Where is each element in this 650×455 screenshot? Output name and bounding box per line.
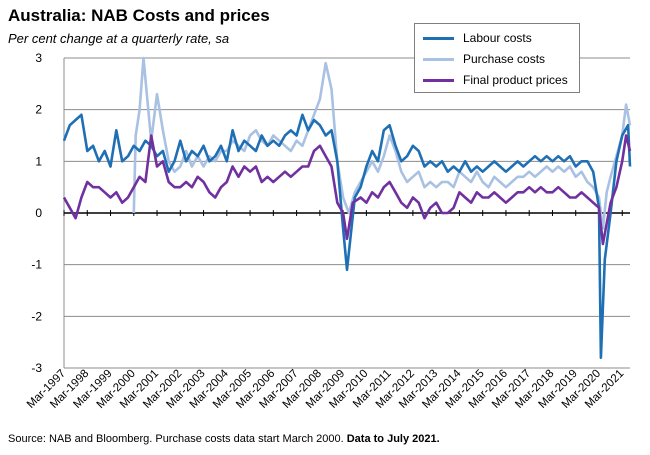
series-line-final-product-prices: [62, 134, 632, 246]
legend-label-purchase: Purchase costs: [463, 52, 546, 66]
gridlines: [64, 57, 630, 369]
y-tick-label: -1: [31, 258, 42, 272]
y-tick-label: -3: [31, 361, 42, 375]
legend: Labour costs Purchase costs Final produc…: [414, 23, 580, 93]
legend-swatch-final: [423, 78, 454, 82]
x-axis: Mar-1997Mar-1998Mar-1999Mar-2000Mar-2001…: [25, 210, 630, 411]
source-data-date: Data to July 2021.: [346, 433, 440, 445]
y-tick-label: 0: [35, 206, 42, 220]
series-lines: [62, 56, 632, 359]
series-line-labour-costs: [62, 113, 632, 359]
y-tick-label: 2: [35, 103, 42, 117]
chart-subtitle: Per cent change at a quarterly rate, sa: [8, 31, 230, 46]
y-axis: -3 -2 -1 0 1 2 3: [31, 51, 65, 375]
legend-label-labour: Labour costs: [463, 31, 532, 45]
legend-label-final: Final product prices: [463, 73, 568, 87]
source-text: Source: NAB and Bloomberg. Purchase cost…: [8, 433, 344, 445]
source-note: Source: NAB and Bloomberg. Purchase cost…: [8, 433, 440, 445]
y-tick-label: 1: [35, 154, 42, 168]
legend-item-purchase: Purchase costs: [423, 50, 545, 68]
legend-swatch-labour: [423, 36, 454, 40]
y-tick-label: -2: [31, 309, 42, 323]
chart-title: Australia: NAB Costs and prices: [8, 6, 270, 25]
legend-item-labour: Labour costs: [423, 29, 532, 47]
y-tick-label: 3: [35, 51, 42, 65]
legend-item-final: Final product prices: [423, 71, 568, 89]
legend-swatch-purchase: [423, 57, 454, 61]
